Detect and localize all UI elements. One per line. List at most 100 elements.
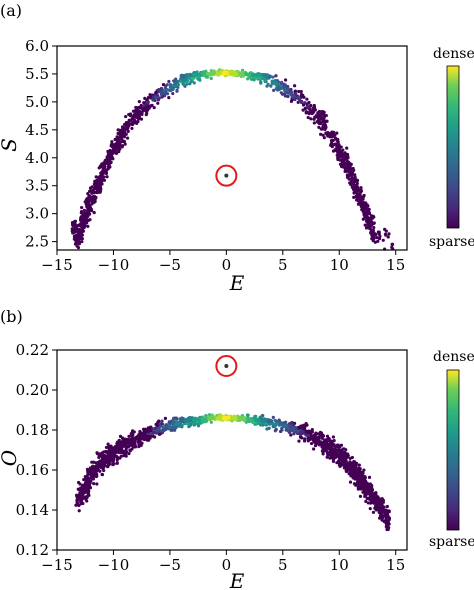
scatter-point bbox=[95, 474, 99, 478]
scatter-point bbox=[144, 113, 148, 117]
scatter-point bbox=[312, 121, 316, 125]
scatter-point bbox=[204, 69, 208, 73]
scatter-point bbox=[80, 501, 84, 505]
scatter-point bbox=[125, 437, 129, 442]
scatter-point bbox=[155, 423, 159, 427]
scatter-point bbox=[196, 424, 201, 428]
scatter-point bbox=[119, 449, 124, 453]
scatter-point bbox=[321, 117, 326, 121]
scatter-point bbox=[187, 425, 191, 429]
scatter-point bbox=[304, 433, 308, 437]
scatter-point bbox=[93, 198, 97, 202]
scatter-point bbox=[209, 420, 213, 424]
scatter-point bbox=[286, 86, 290, 90]
scatter-point bbox=[126, 440, 130, 444]
scatter-point bbox=[143, 96, 147, 100]
scatter-point bbox=[347, 468, 351, 472]
scatter-point bbox=[73, 238, 78, 242]
y-tick-label: 0.14 bbox=[16, 501, 49, 519]
scatter-point bbox=[138, 106, 142, 110]
scatter-point bbox=[108, 444, 112, 449]
scatter-point bbox=[133, 120, 137, 125]
scatter-point bbox=[92, 182, 97, 186]
scatter-point bbox=[98, 184, 102, 188]
scatter-point bbox=[128, 449, 132, 453]
scatter-point bbox=[130, 116, 134, 121]
scatter-point bbox=[247, 73, 251, 77]
scatter-point bbox=[325, 451, 330, 455]
scatter-point bbox=[153, 426, 157, 430]
scatter-point bbox=[385, 519, 389, 523]
scatter-point bbox=[94, 461, 98, 465]
scatter-point bbox=[184, 418, 189, 423]
scatter-point bbox=[324, 442, 328, 446]
scatter-point bbox=[118, 143, 122, 148]
scatter-point bbox=[188, 82, 192, 86]
y-tick-label: 5.0 bbox=[25, 93, 49, 111]
y-tick-label: 6.0 bbox=[25, 37, 49, 55]
scatter-point bbox=[261, 76, 265, 80]
scatter-point bbox=[352, 459, 356, 464]
scatter-point bbox=[317, 125, 321, 129]
scatter-point bbox=[329, 439, 333, 443]
scatter-point bbox=[289, 433, 293, 437]
scatter-point bbox=[325, 119, 329, 123]
panel-b-colorbar-top-label: dense bbox=[433, 349, 474, 365]
y-tick-label: 4.0 bbox=[25, 149, 49, 167]
scatter-point bbox=[131, 430, 135, 434]
scatter-point bbox=[154, 91, 158, 95]
scatter-point bbox=[323, 123, 328, 128]
scatter-point bbox=[312, 117, 316, 121]
scatter-point bbox=[316, 113, 320, 117]
scatter-point bbox=[102, 169, 106, 174]
scatter-point bbox=[108, 157, 112, 162]
scatter-point bbox=[161, 422, 165, 426]
scatter-point bbox=[98, 452, 102, 456]
scatter-point bbox=[176, 83, 180, 87]
scatter-point bbox=[200, 418, 204, 422]
panel-a-plot-frame bbox=[56, 45, 408, 251]
scatter-point bbox=[378, 234, 382, 238]
scatter-point bbox=[251, 73, 255, 78]
scatter-point bbox=[139, 432, 143, 436]
scatter-point bbox=[91, 470, 96, 475]
scatter-point bbox=[377, 510, 381, 515]
scatter-point bbox=[151, 434, 155, 438]
scatter-point bbox=[348, 460, 352, 464]
scatter-point bbox=[362, 202, 366, 206]
scatter-point bbox=[357, 463, 361, 467]
scatter-point bbox=[88, 486, 92, 490]
scatter-point bbox=[343, 157, 347, 161]
scatter-point bbox=[352, 191, 356, 195]
scatter-point bbox=[374, 232, 378, 237]
scatter-point bbox=[84, 495, 88, 499]
scatter-point bbox=[188, 73, 192, 78]
scatter-point bbox=[75, 497, 80, 501]
scatter-point bbox=[390, 242, 395, 247]
panel-a-colorbar bbox=[446, 65, 460, 229]
scatter-point bbox=[94, 175, 98, 179]
scatter-point bbox=[311, 106, 315, 110]
scatter-point bbox=[281, 92, 285, 96]
scatter-point bbox=[136, 109, 140, 113]
scatter-point bbox=[123, 450, 128, 454]
scatter-point bbox=[283, 94, 288, 98]
y-tick-label: 5.5 bbox=[25, 65, 49, 83]
scatter-point bbox=[342, 458, 347, 462]
scatter-point bbox=[146, 104, 150, 108]
scatter-point bbox=[192, 73, 196, 77]
scatter-point bbox=[367, 490, 371, 494]
scatter-point bbox=[297, 439, 301, 443]
scatter-point bbox=[338, 456, 342, 460]
scatter-point bbox=[184, 421, 188, 426]
scatter-point bbox=[82, 208, 86, 212]
scatter-point bbox=[116, 131, 120, 136]
scatter-point bbox=[95, 464, 100, 469]
scatter-point bbox=[387, 232, 391, 236]
scatter-point bbox=[303, 437, 307, 441]
scatter-point bbox=[75, 233, 79, 237]
scatter-point bbox=[363, 223, 367, 227]
scatter-point bbox=[114, 454, 118, 459]
scatter-point bbox=[212, 71, 216, 75]
scatter-point bbox=[309, 103, 313, 108]
